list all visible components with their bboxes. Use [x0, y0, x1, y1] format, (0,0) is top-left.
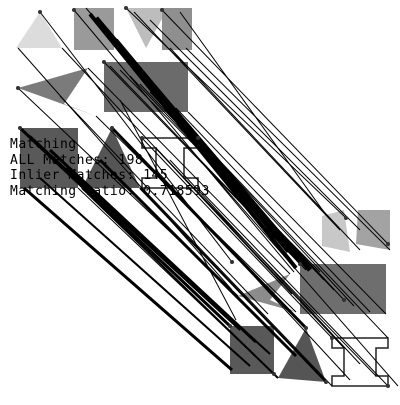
match-stats-overlay: Matching ALL Matches: 198 Inlier Matches…	[10, 137, 210, 199]
inlier-matches-label: Inlier Matches: 145	[10, 168, 210, 184]
matching-title: Matching	[10, 137, 210, 153]
target-i-beam	[332, 338, 388, 386]
matching-ratio-label: Matching ratio: 0.718593	[10, 184, 210, 200]
light-triangle-shape	[16, 12, 62, 48]
dark-square-shape	[104, 62, 188, 112]
all-matches-label: ALL Matches: 198	[10, 153, 210, 169]
